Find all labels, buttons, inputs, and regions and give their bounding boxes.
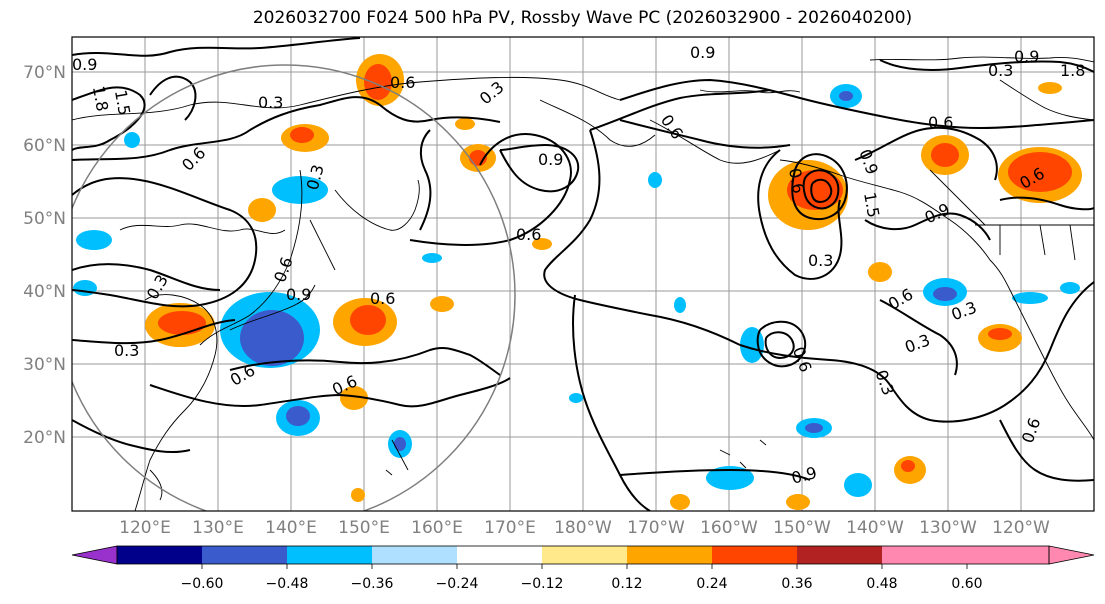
contour-label: 0.9	[286, 285, 311, 304]
lon-label: 180°W	[554, 518, 612, 538]
contour-label: 0.3	[258, 93, 283, 112]
contour-label: 0.6	[516, 225, 541, 244]
lon-label: 120°E	[119, 518, 171, 538]
colorbar-bin	[882, 546, 1049, 564]
lat-label: 20°N	[23, 428, 66, 448]
colorbar-tick-label: 0.60	[951, 576, 982, 592]
colorbar-bin	[117, 546, 202, 564]
colorbar-bin	[712, 546, 797, 564]
map-frame	[71, 36, 1095, 512]
contour-label: 0.6	[390, 73, 415, 92]
longitude-labels: 120°E 130°E 140°E 150°E 160°E 170°E 180°…	[119, 518, 1050, 538]
contour-label: 0.6	[370, 289, 395, 308]
contour-label: 1.8	[1060, 61, 1085, 80]
lon-label: 160°W	[700, 518, 758, 538]
colorbar-tick-label: −0.24	[436, 576, 479, 592]
contour-label: 0.9	[72, 55, 97, 74]
colorbar-tick-label: 0.24	[696, 576, 727, 592]
lon-label: 170°W	[627, 518, 685, 538]
lon-label: 130°W	[919, 518, 977, 538]
map-title: 2026032700 F024 500 hPa PV, Rossby Wave …	[252, 8, 913, 28]
contour-label: 0.3	[114, 341, 139, 360]
pv-anomaly-fill	[73, 54, 1082, 510]
lon-label: 150°W	[773, 518, 831, 538]
contour-label: 0.3	[808, 251, 833, 270]
contour-label: 1.5	[111, 88, 134, 116]
contour-label: 0.6	[785, 167, 808, 195]
colorbar-tick-label: −0.60	[181, 576, 224, 592]
colorbar: −0.60 −0.48 −0.36 −0.24 −0.12 0.12 0.24 …	[71, 545, 1095, 592]
colorbar-bin	[797, 546, 882, 564]
contour-label: 0.6	[928, 113, 953, 132]
contour-label: 1.8	[89, 84, 112, 112]
contour-label: 0.9	[1014, 47, 1039, 66]
contour-label: 0.9	[690, 43, 715, 62]
pv-contours	[72, 37, 1094, 511]
lat-label: 60°N	[23, 136, 66, 156]
contour-label: 0.3	[988, 61, 1013, 80]
colorbar-bin	[627, 546, 712, 564]
colorbar-bin	[372, 546, 457, 564]
colorbar-bin	[202, 546, 287, 564]
lon-label: 140°E	[265, 518, 317, 538]
colorbar-extend-min	[71, 545, 118, 565]
colorbar-bin	[457, 546, 542, 564]
latitude-labels: 70°N 60°N 50°N 40°N 30°N 20°N	[23, 63, 66, 448]
contour-label: 1.5	[860, 191, 883, 219]
lat-label: 50°N	[23, 209, 66, 229]
contour-label: 0.9	[538, 150, 563, 169]
colorbar-tick-label: −0.48	[266, 576, 309, 592]
colorbar-tick-label: 0.36	[781, 576, 812, 592]
lon-label: 120°W	[992, 518, 1050, 538]
region-circle	[72, 64, 516, 511]
lat-label: 40°N	[23, 282, 66, 302]
colorbar-tick-label: 0.48	[866, 576, 897, 592]
lat-label: 70°N	[23, 63, 66, 83]
colorbar-tick-label: −0.12	[521, 576, 564, 592]
colorbar-tick-label: −0.36	[351, 576, 394, 592]
lon-label: 130°E	[192, 518, 244, 538]
lon-label: 140°W	[846, 518, 904, 538]
colorbar-extend-max	[1048, 545, 1095, 565]
lon-label: 150°E	[338, 518, 390, 538]
colorbar-bin	[287, 546, 372, 564]
colorbar-tick-label: 0.12	[611, 576, 642, 592]
lon-label: 170°E	[484, 518, 536, 538]
colorbar-bin	[542, 546, 627, 564]
lon-label: 160°E	[411, 518, 463, 538]
lat-label: 30°N	[23, 355, 66, 375]
